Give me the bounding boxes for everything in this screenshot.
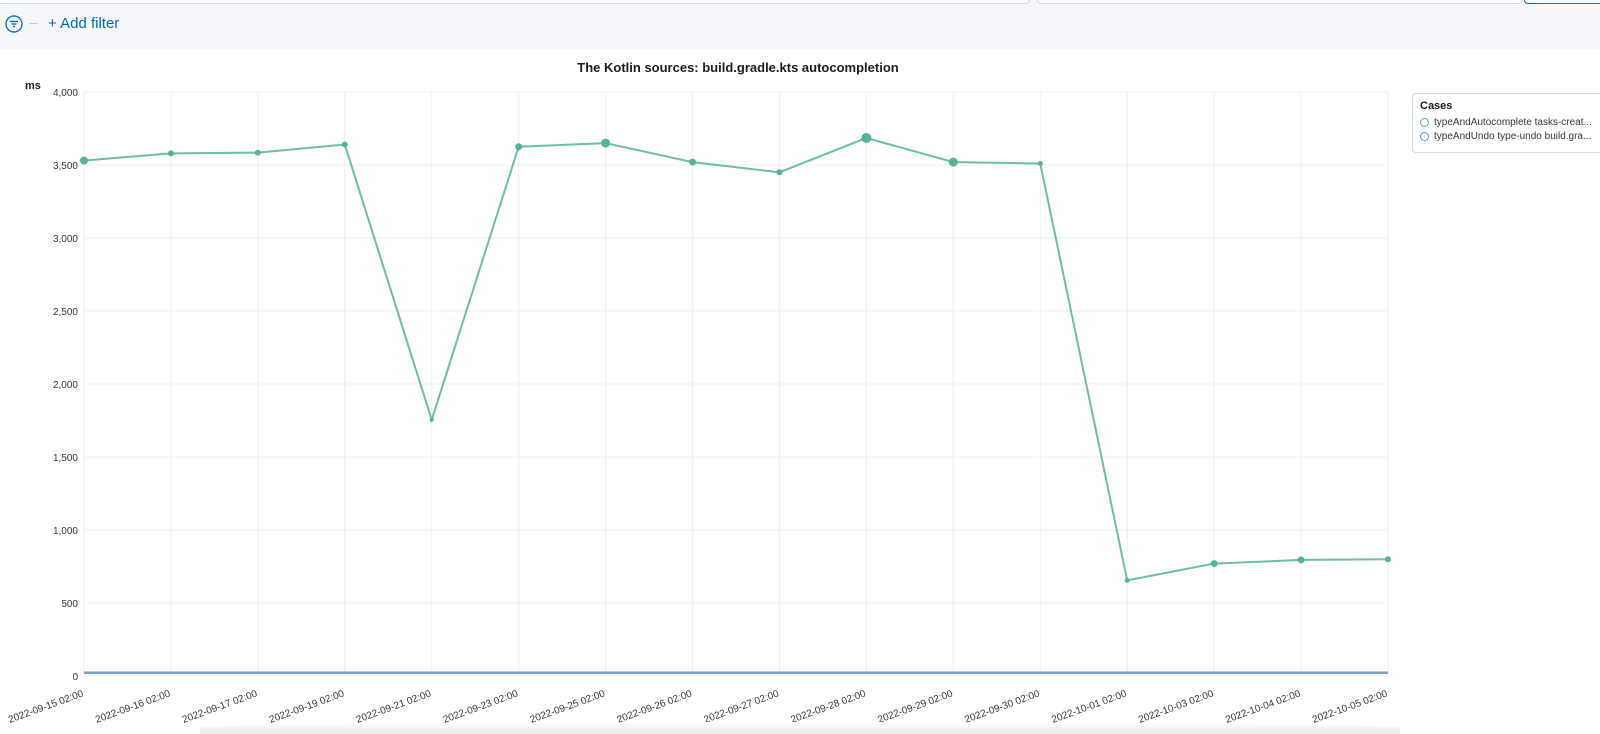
data-point	[1037, 161, 1043, 167]
x-tick-label: 2022-10-04 02:00	[1224, 688, 1302, 725]
x-tick-label: 2022-09-25 02:00	[529, 688, 607, 725]
legend-label: typeAndUndo type-undo build.gra...	[1434, 130, 1592, 142]
data-point	[1210, 560, 1218, 568]
x-tick-label: 2022-09-17 02:00	[181, 688, 259, 725]
data-point	[429, 417, 434, 422]
legend-label: typeAndAutocomplete tasks-creat...	[1434, 116, 1592, 128]
x-tick-label: 2022-09-28 02:00	[789, 688, 867, 725]
y-tick-label: 3,500	[53, 161, 78, 172]
y-tick-label: 1,500	[53, 453, 78, 464]
x-tick-label: 2022-09-29 02:00	[876, 688, 954, 725]
filter-menu-icon[interactable]	[5, 15, 23, 33]
legend-swatch-circle-icon	[1420, 131, 1429, 141]
data-point	[515, 143, 523, 151]
y-tick-label: 1,000	[53, 526, 78, 537]
y-tick-label: 2,000	[53, 380, 78, 391]
legend-item-series-2[interactable]: typeAndUndo type-undo build.gra...	[1420, 129, 1600, 143]
x-tick-label: 2022-09-26 02:00	[616, 688, 694, 725]
data-point	[601, 138, 611, 148]
data-point	[167, 150, 174, 157]
chart-title: The Kotlin sources: build.gradle.kts aut…	[577, 60, 899, 75]
data-point	[861, 132, 872, 143]
x-tick-label: 2022-09-21 02:00	[355, 688, 433, 725]
y-tick-label: 0	[72, 672, 78, 683]
divider	[29, 23, 38, 24]
y-tick-label: 2,500	[53, 307, 78, 318]
x-tick-label: 2022-09-15 02:00	[7, 688, 85, 725]
add-filter-button[interactable]: + Add filter	[48, 15, 120, 32]
data-point	[80, 156, 88, 165]
legend-title: Cases	[1420, 100, 1453, 112]
data-point	[948, 157, 958, 167]
series-line-1	[83, 136, 1389, 582]
chart-axes: 0 500 1,000 1,500 2,000 2,500 3,000 3,500 4,000 2…	[7, 88, 1389, 726]
legend-item-series-1[interactable]: typeAndAutocomplete tasks-creat...	[1420, 115, 1600, 129]
data-point	[1297, 556, 1305, 564]
x-tick-label: 2022-09-27 02:00	[703, 688, 781, 725]
data-point	[1385, 556, 1391, 563]
x-tick-label: 2022-09-19 02:00	[268, 688, 346, 725]
filter-bar: + Add filter	[0, 0, 1600, 49]
x-tick-label: 2022-09-16 02:00	[94, 688, 172, 725]
chart-grid	[83, 91, 1389, 677]
x-tick-label: 2022-09-30 02:00	[963, 688, 1041, 725]
refresh-button[interactable]	[1524, 0, 1600, 4]
chart-series	[80, 132, 1391, 675]
x-tick-label: 2022-10-05 02:00	[1311, 688, 1389, 725]
data-point	[254, 149, 261, 156]
x-tick-label: 2022-09-23 02:00	[442, 688, 520, 725]
legend-swatch-circle-icon	[1420, 117, 1429, 127]
panel-shadow	[200, 722, 1400, 734]
data-point	[776, 169, 783, 176]
x-tick-label: 2022-10-03 02:00	[1137, 688, 1215, 725]
y-axis-unit-label: ms	[25, 80, 41, 92]
y-tick-label: 500	[61, 599, 78, 610]
data-point	[1124, 577, 1130, 583]
chart-legend: Cases typeAndAutocomplete tasks-creat...…	[1412, 93, 1600, 153]
x-tick-label: 2022-10-01 02:00	[1050, 688, 1128, 725]
data-point	[689, 158, 697, 166]
y-tick-label: 3,000	[53, 234, 78, 245]
y-tick-label: 4,000	[53, 88, 78, 99]
data-point	[341, 141, 348, 148]
